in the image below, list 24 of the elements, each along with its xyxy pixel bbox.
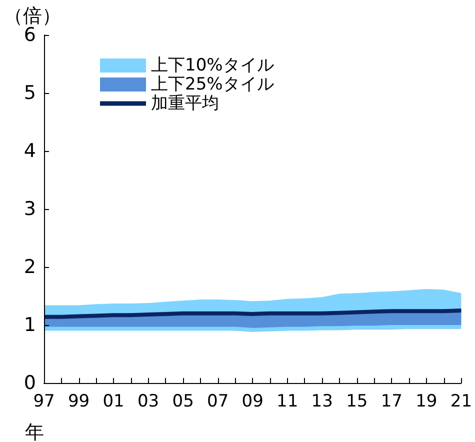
- x-tick-label: 19: [416, 392, 438, 412]
- y-tick-label: 3: [24, 198, 36, 220]
- x-tick-label: 99: [68, 392, 90, 412]
- x-tick-label: 15: [346, 392, 368, 412]
- x-tick-label: 03: [137, 392, 160, 412]
- y-tick-label: 1: [24, 314, 36, 336]
- x-tick-label: 11: [276, 392, 298, 412]
- y-tick-label: 4: [24, 140, 36, 162]
- x-tick-label: 09: [242, 392, 264, 412]
- line-series: [42, 308, 464, 319]
- y-tick-label: 2: [24, 256, 36, 278]
- x-tick-label: 97: [33, 392, 55, 412]
- y-tick-label: 0: [24, 372, 36, 394]
- legend-label: 上下10%タイル: [151, 56, 274, 76]
- x-tick-label: 21: [450, 392, 472, 412]
- x-axis-title: 年: [25, 422, 44, 442]
- x-tick-label: 17: [380, 392, 402, 412]
- legend-label: 上下25%タイル: [151, 74, 274, 94]
- x-tick-label: 01: [102, 392, 124, 412]
- x-tick-label: 05: [172, 392, 194, 412]
- x-tick-label: 13: [311, 392, 333, 412]
- legend-label: 加重平均: [151, 94, 219, 114]
- y-tick-label: 5: [24, 82, 36, 104]
- x-tick-label: 07: [207, 392, 229, 412]
